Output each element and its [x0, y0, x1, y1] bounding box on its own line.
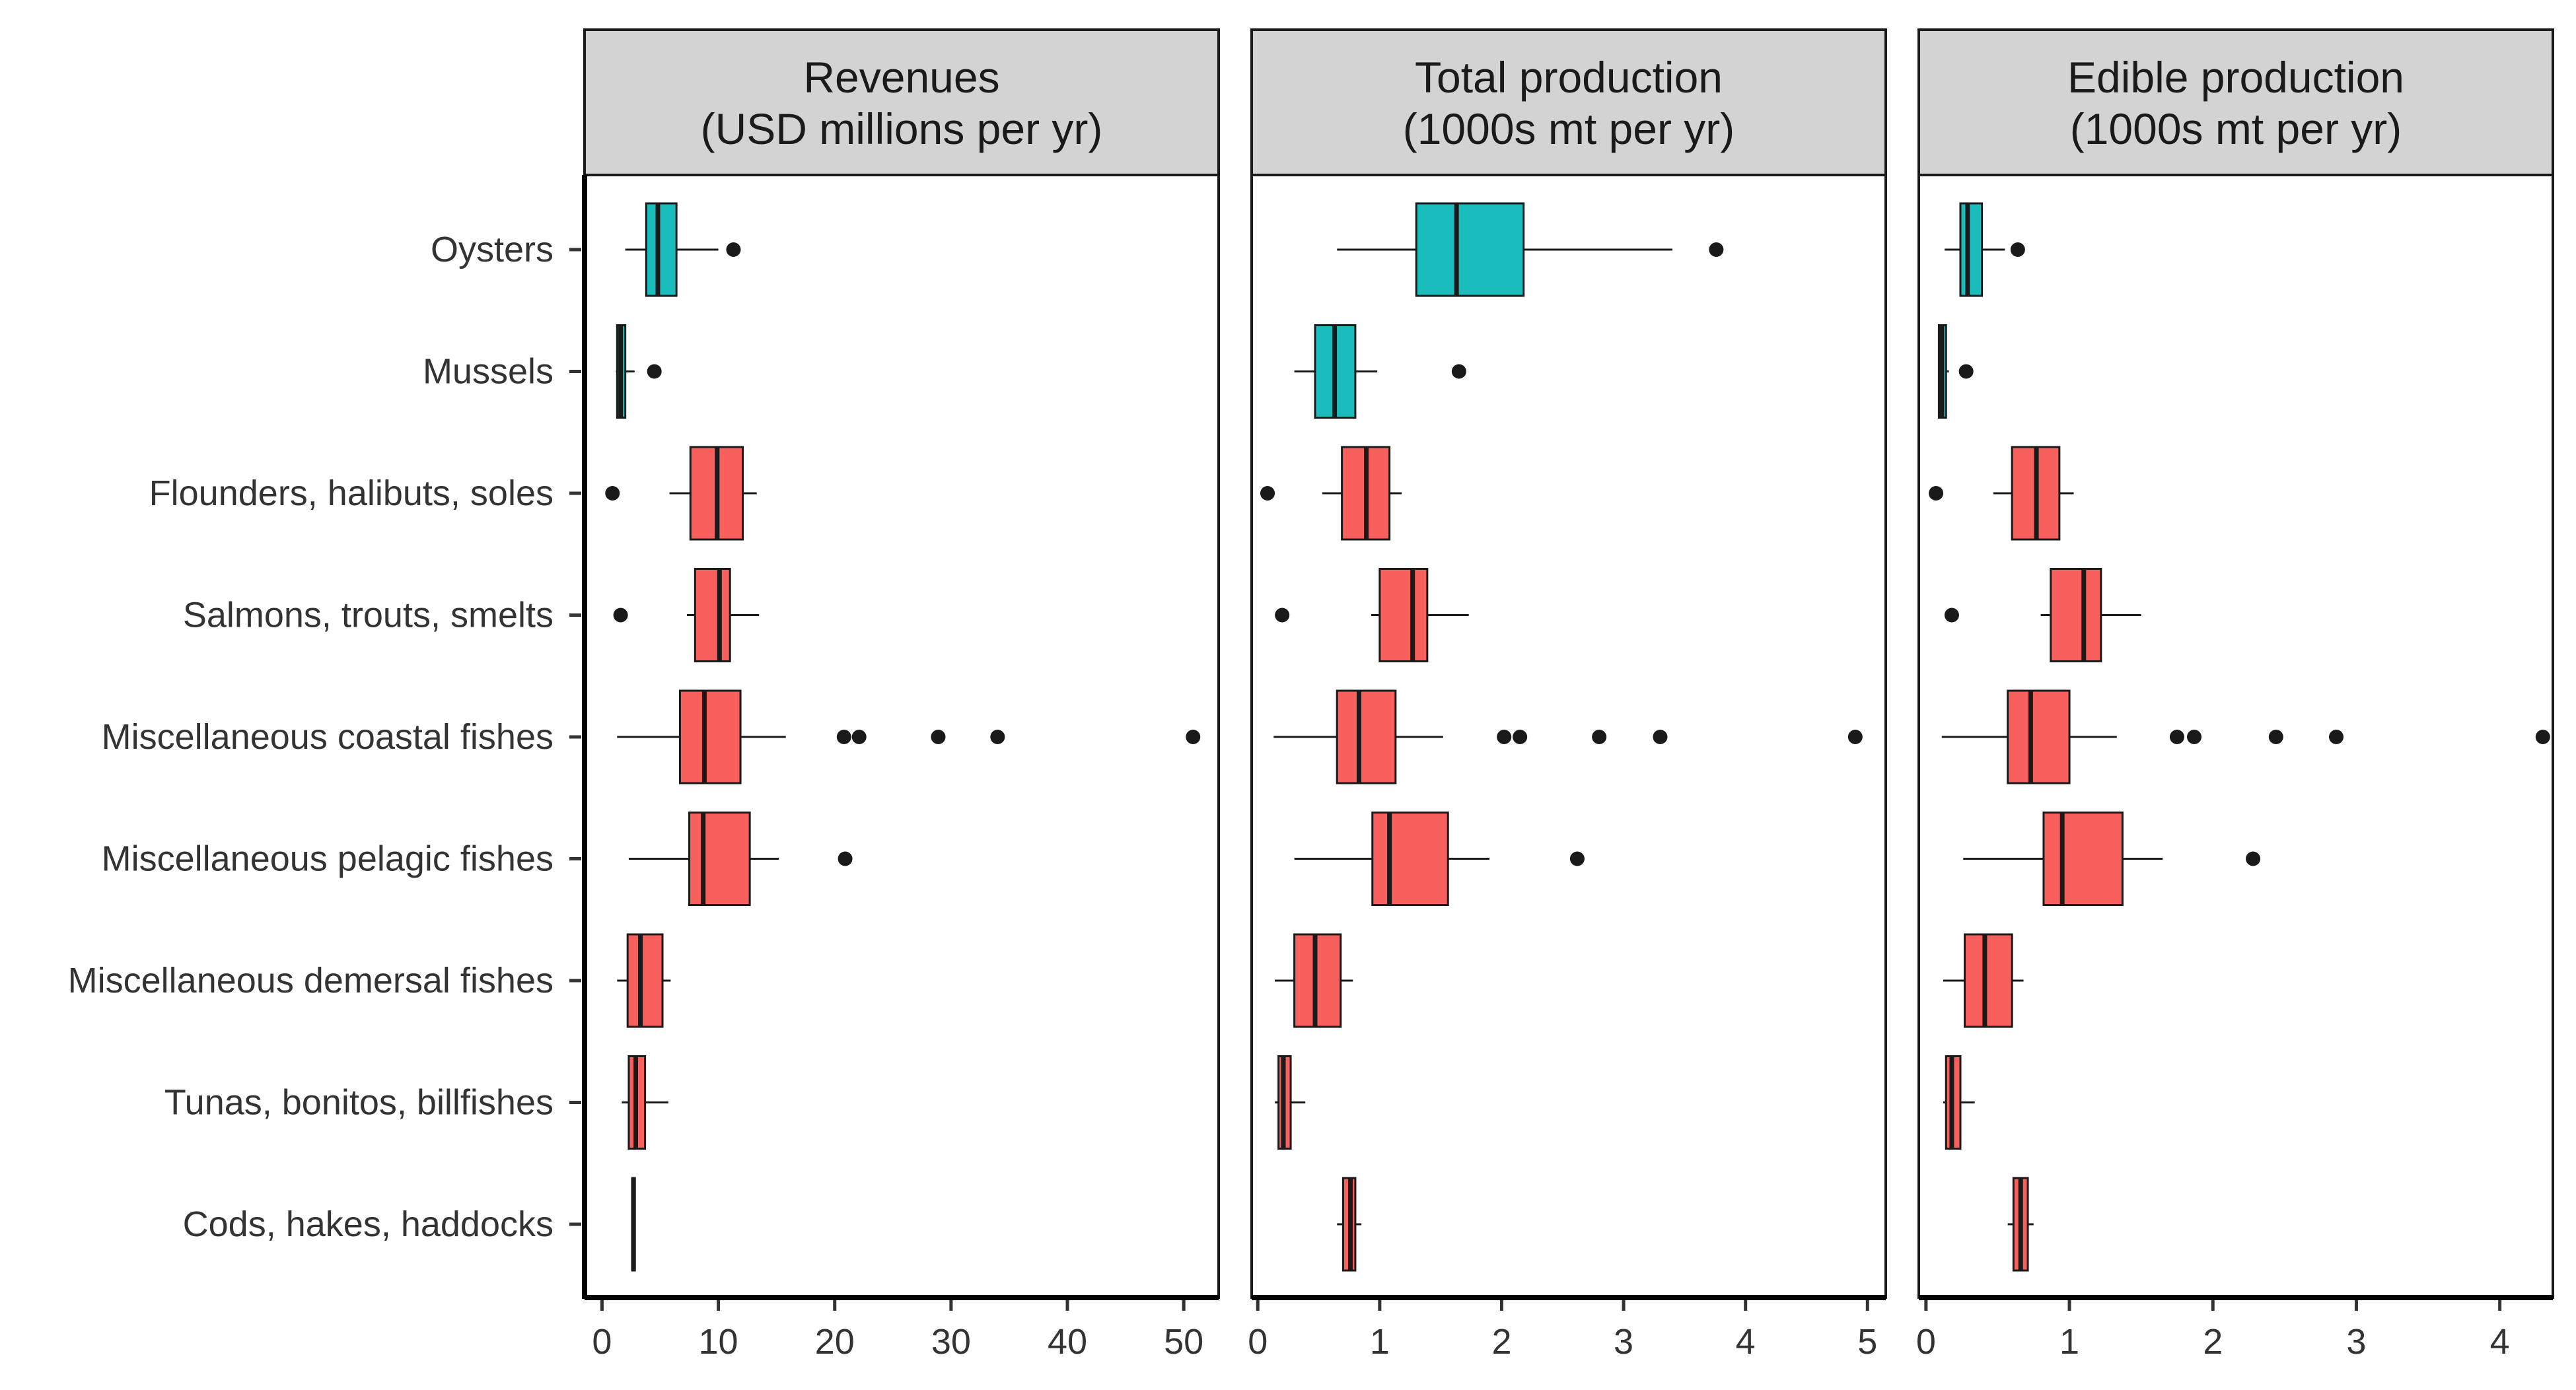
box-iqr: [694, 568, 731, 662]
x-tick-label: 20: [815, 1322, 855, 1362]
facet-title-line2: (USD millions per yr): [701, 104, 1103, 153]
outlier-point: [2246, 851, 2261, 866]
category-label: Miscellaneous pelagic fishes: [102, 839, 554, 879]
outlier-point: [1592, 730, 1607, 744]
facet-title-line1: Total production: [1415, 53, 1723, 102]
outlier-point: [1653, 730, 1668, 744]
category-label: Miscellaneous coastal fishes: [102, 717, 554, 757]
box-iqr: [626, 933, 664, 1028]
x-tick-label: 4: [2490, 1322, 2510, 1362]
box-iqr: [1378, 568, 1429, 662]
outlier-point: [2535, 730, 2550, 744]
box-iqr: [688, 812, 751, 906]
outlier-point: [1451, 364, 1466, 379]
box-iqr: [2042, 812, 2124, 906]
outlier-point: [838, 851, 853, 866]
outlier-point: [931, 730, 946, 744]
box-iqr: [645, 202, 678, 297]
x-tick-label: 0: [592, 1322, 612, 1362]
outlier-point: [1709, 242, 1724, 257]
category-label: Salmons, trouts, smelts: [183, 596, 554, 635]
outlier-point: [2169, 730, 2184, 744]
outlier-point: [1513, 730, 1528, 744]
x-tick-label: 3: [2346, 1322, 2366, 1362]
outlier-point: [1929, 486, 1944, 501]
outlier-point: [613, 608, 628, 623]
facet-title-line2: (1000s mt per yr): [1403, 104, 1735, 153]
x-tick-label: 50: [1164, 1322, 1203, 1362]
box-iqr: [1959, 202, 1984, 297]
box-iqr: [1964, 933, 2013, 1028]
facet-strip: [1917, 28, 2554, 176]
outlier-point: [1944, 608, 1959, 623]
outlier-point: [1958, 364, 1974, 379]
box-iqr: [1415, 202, 1525, 297]
category-label: Tunas, bonitos, billfishes: [164, 1083, 554, 1123]
outlier-point: [1260, 486, 1275, 501]
facet-title-line2: (1000s mt per yr): [2070, 104, 2402, 153]
x-tick-label: 1: [2059, 1322, 2079, 1362]
category-label: Mussels: [423, 352, 554, 392]
outlier-point: [990, 730, 1005, 744]
outlier-point: [2268, 730, 2283, 744]
box-iqr: [2050, 568, 2102, 662]
outlier-point: [836, 730, 851, 744]
box-iqr: [1336, 689, 1397, 784]
outlier-point: [1847, 730, 1863, 744]
outlier-point: [1497, 730, 1512, 744]
x-tick-label: 2: [2203, 1322, 2223, 1362]
category-label: Cods, hakes, haddocks: [183, 1204, 554, 1244]
category-label: Oysters: [431, 230, 554, 269]
x-tick-label: 30: [931, 1322, 971, 1362]
outlier-point: [605, 486, 620, 501]
x-tick-label: 3: [1614, 1322, 1633, 1362]
outlier-point: [1275, 608, 1290, 623]
x-tick-label: 2: [1491, 1322, 1511, 1362]
outlier-point: [851, 730, 867, 744]
x-tick-label: 10: [699, 1322, 738, 1362]
outlier-point: [647, 364, 662, 379]
outlier-point: [2329, 730, 2344, 744]
box-iqr: [1371, 812, 1449, 906]
category-label: Flounders, halibuts, soles: [149, 473, 554, 513]
facet-strip: [583, 28, 1220, 176]
facet-title-line1: Revenues: [803, 53, 999, 102]
outlier-point: [726, 242, 741, 257]
outlier-point: [2187, 730, 2202, 744]
box-iqr: [2007, 689, 2071, 784]
facet-strip: [1250, 28, 1887, 176]
category-label: Miscellaneous demersal fishes: [68, 961, 554, 1000]
box-iqr: [1293, 933, 1342, 1028]
outlier-point: [1186, 730, 1201, 744]
x-tick-label: 40: [1048, 1322, 1087, 1362]
x-tick-label: 5: [1857, 1322, 1877, 1362]
x-tick-label: 1: [1370, 1322, 1390, 1362]
box-iqr: [678, 689, 742, 784]
facet-title-line1: Edible production: [2067, 53, 2404, 102]
x-tick-label: 0: [1916, 1322, 1936, 1362]
x-tick-label: 4: [1736, 1322, 1756, 1362]
x-tick-label: 0: [1248, 1322, 1268, 1362]
outlier-point: [1569, 851, 1585, 866]
outlier-point: [2010, 242, 2025, 257]
